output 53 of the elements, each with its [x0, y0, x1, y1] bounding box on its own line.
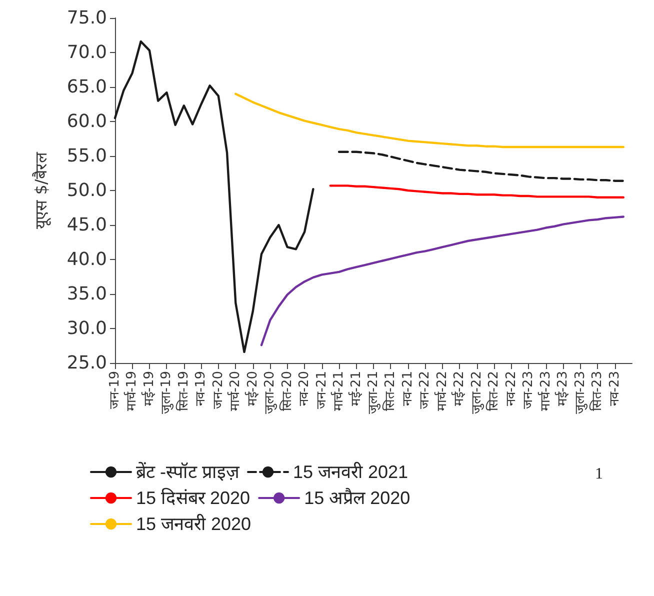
x-tick-label: मई-22 — [451, 371, 468, 406]
y-tick-label: 60.0 — [66, 111, 107, 132]
y-tick-label: 45.0 — [66, 214, 107, 236]
x-tick-label: जुला-20 — [262, 371, 278, 414]
y-tick-label: 55.0 — [66, 146, 107, 166]
x-tick-label: मई-23 — [554, 371, 571, 406]
x-tick-label: नव-19 — [194, 371, 209, 406]
x-tick-label: सित-22 — [486, 371, 502, 412]
x-tick-label: मार्च-23 — [537, 371, 554, 412]
y-tick-label: 35.0 — [66, 284, 107, 304]
y-tick-label: 30.0 — [66, 318, 107, 339]
y-tick-label: 70.0 — [66, 42, 107, 63]
legend-label: 15 जनवरी 2020 — [136, 513, 252, 534]
line-series — [329, 184, 624, 198]
x-tick-label: नव-23 — [607, 371, 622, 406]
x-tick-label: मार्च-20 — [227, 371, 244, 412]
y-tick-label: 50.0 — [66, 180, 107, 201]
x-tick-label: मार्च-22 — [434, 371, 450, 412]
y-tick-label: 75.0 — [66, 8, 107, 28]
line-series — [338, 150, 624, 182]
x-tick-label: नव-21 — [400, 371, 416, 406]
x-tick-label: जन-22 — [418, 371, 433, 410]
y-tick-label: 65.0 — [66, 76, 107, 98]
x-tick-label: जन-20 — [210, 371, 226, 410]
y-tick-label: 25.0 — [66, 352, 107, 374]
line-series — [234, 92, 624, 148]
legend-label: ब्रेंट -स्पॉट प्राइज़ — [136, 461, 240, 482]
y-axis-title: यूएस $/बैरल — [32, 151, 52, 229]
x-tick-label: सित-19 — [175, 371, 192, 412]
x-tick-label: नव-22 — [504, 371, 519, 406]
legend-label: 15 अप्रैल 2020 — [304, 487, 410, 508]
text: 1 — [595, 466, 603, 482]
line-series — [114, 40, 314, 354]
x-tick-label: जुला-19 — [159, 371, 174, 414]
x-tick-label: जुला-21 — [366, 371, 381, 414]
x-tick-label: जन-19 — [108, 371, 122, 410]
x-tick-label: जन-23 — [521, 371, 536, 410]
x-tick-label: मई-20 — [244, 371, 260, 406]
y-tick-label: 40.0 — [66, 249, 107, 270]
x-tick-label: जन-21 — [314, 371, 330, 410]
x-tick-label: जुला-23 — [572, 371, 588, 414]
x-tick-label: मई-19 — [140, 371, 157, 406]
x-tick-label: मार्च-19 — [124, 371, 140, 412]
legend-label: 15 दिसंबर 2020 — [136, 487, 250, 508]
x-tick-label: मार्च-21 — [330, 371, 347, 412]
x-tick-label: सित-23 — [589, 371, 606, 412]
x-tick-label: नव-20 — [297, 371, 312, 406]
x-tick-label: सित-21 — [382, 371, 398, 412]
line-series — [260, 216, 624, 346]
x-tick-label: मई-21 — [348, 371, 364, 406]
x-tick-label: सित-20 — [278, 371, 295, 412]
x-tick-label: जुला-22 — [469, 371, 484, 414]
legend-label: 15 जनवरी 2021 — [292, 461, 408, 482]
